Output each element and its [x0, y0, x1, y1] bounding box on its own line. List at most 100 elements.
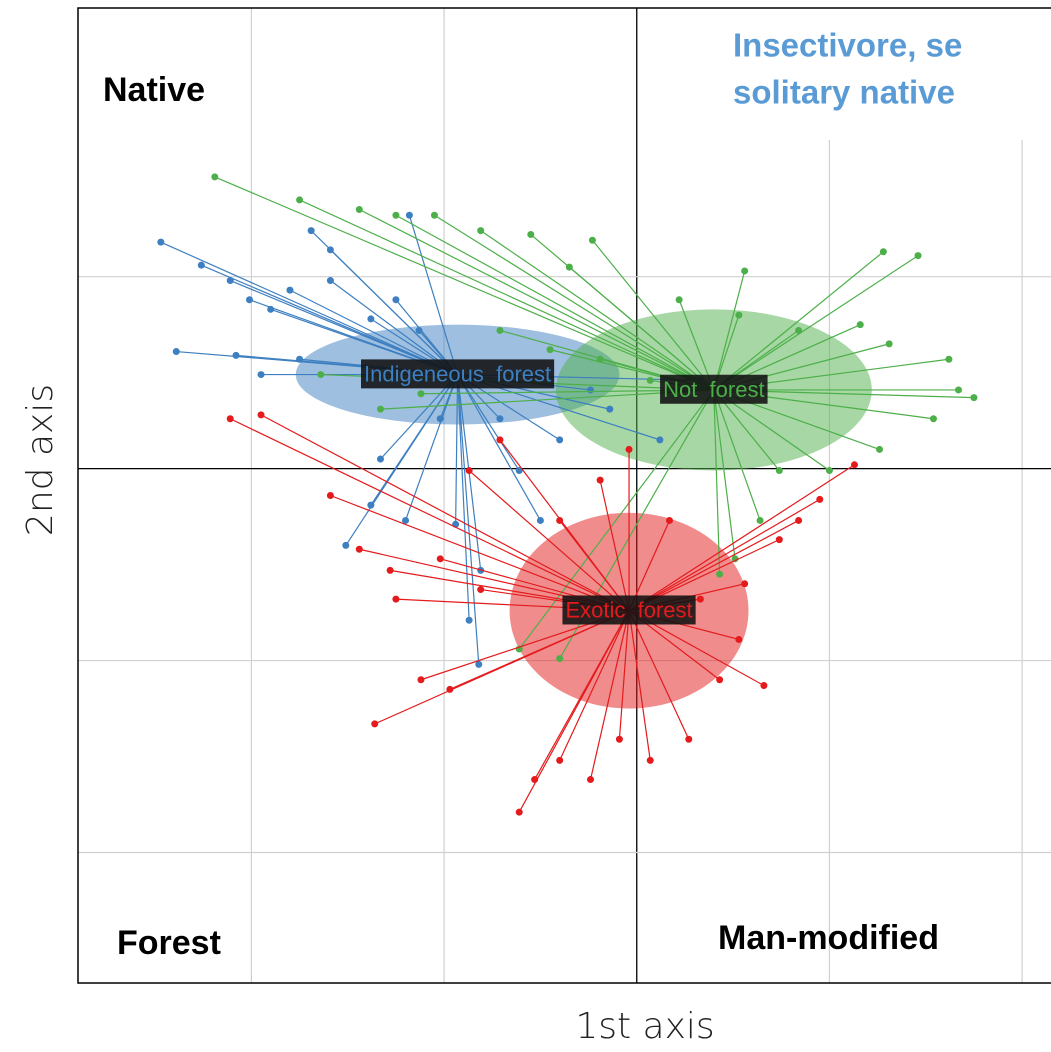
group-label-box [660, 374, 768, 404]
point [775, 536, 783, 544]
point [646, 376, 654, 384]
plot-area [157, 173, 978, 816]
star-segment [457, 374, 520, 471]
point [496, 436, 504, 444]
point [741, 267, 749, 275]
star-segment [618, 610, 630, 740]
point [515, 467, 523, 475]
point [546, 346, 554, 354]
point [317, 371, 325, 379]
star-segment [456, 374, 480, 665]
point [666, 516, 674, 524]
point [367, 501, 375, 509]
point [615, 735, 623, 743]
point [685, 735, 693, 743]
point [477, 227, 485, 235]
x-axis-label: 1st axis [575, 1006, 714, 1047]
star-segment [329, 249, 458, 376]
group-label: Exotic forest [565, 597, 692, 622]
point [515, 808, 523, 816]
point [756, 516, 764, 524]
star-segment [713, 251, 884, 391]
group-label-box [562, 595, 696, 625]
point [296, 196, 304, 204]
point [929, 415, 937, 423]
point [587, 386, 595, 394]
point [326, 492, 334, 499]
point [496, 326, 504, 334]
point [465, 616, 473, 624]
group-label: Indigeneous forest [364, 361, 551, 386]
point [355, 545, 363, 553]
point [606, 405, 614, 413]
point [367, 315, 375, 323]
point [326, 246, 334, 254]
point [172, 348, 180, 356]
point [371, 720, 379, 728]
point [731, 555, 739, 563]
star-segment [628, 498, 821, 612]
point [775, 467, 783, 475]
point [226, 415, 234, 423]
chart-title: Insectivore, se [733, 27, 962, 64]
point [914, 252, 922, 260]
point [286, 286, 294, 294]
point [430, 211, 438, 219]
point [587, 776, 595, 784]
star-segment [434, 214, 715, 391]
star-segment [559, 610, 630, 761]
point [556, 756, 564, 764]
point [879, 248, 887, 256]
star-segment [468, 470, 630, 612]
point [596, 476, 604, 484]
point [386, 566, 394, 574]
grid [78, 8, 1051, 983]
point [970, 394, 978, 402]
point [556, 516, 564, 524]
point [157, 238, 165, 246]
star-segment [628, 610, 690, 740]
point [656, 436, 664, 444]
star-segment [628, 610, 651, 761]
star-segment [260, 414, 630, 612]
point [257, 371, 265, 379]
star-segment [408, 215, 459, 375]
point [415, 326, 423, 334]
star-segment [359, 208, 715, 391]
point [885, 340, 893, 348]
point [735, 635, 743, 643]
point [197, 261, 205, 269]
star-segment [599, 480, 630, 611]
star-segment [395, 214, 715, 391]
point [446, 685, 454, 693]
star-segment [330, 494, 630, 612]
point [536, 516, 544, 524]
star-segment [628, 464, 855, 612]
star-segment [380, 374, 459, 460]
point [465, 467, 473, 475]
point [696, 595, 704, 603]
point [556, 655, 564, 663]
point [475, 660, 483, 668]
point [625, 445, 633, 453]
plot-frame [77, 7, 1051, 984]
group-label-box [360, 359, 555, 389]
annotation: Man-modified [718, 919, 939, 957]
star-segment [713, 389, 736, 559]
point [392, 296, 400, 304]
point [716, 676, 724, 684]
point [326, 277, 334, 285]
star-segment [713, 389, 761, 521]
star-segment [480, 230, 715, 391]
point [527, 230, 535, 238]
point [376, 405, 384, 413]
chart-title: solitary native [733, 74, 955, 111]
star-segment [160, 241, 458, 376]
point [646, 756, 654, 764]
point [267, 305, 275, 313]
title-box [715, 8, 1051, 140]
star-segment [568, 266, 715, 391]
point [735, 311, 743, 319]
star-segment [330, 280, 458, 376]
